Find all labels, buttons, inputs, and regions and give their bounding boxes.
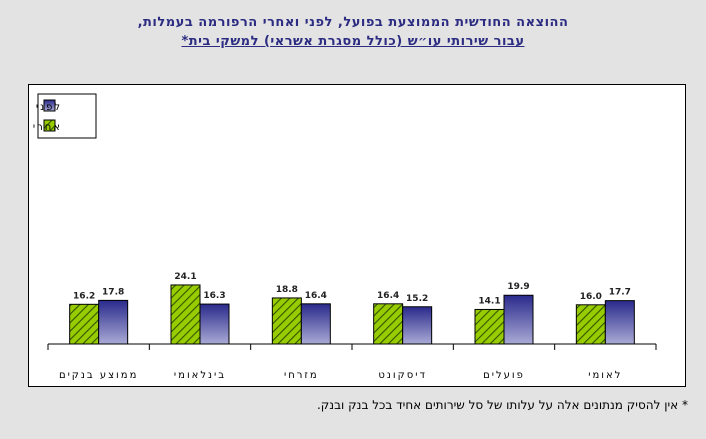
bar-after-3 xyxy=(271,297,302,345)
x-tick-label-1: פועלים xyxy=(483,370,525,381)
x-tick-label-4: בינלאומי xyxy=(174,370,226,381)
data-label-after-2: 16.4 xyxy=(377,291,399,301)
bars-layer xyxy=(69,284,635,345)
data-label-before-3: 16.4 xyxy=(305,291,327,301)
data-labels-layer: 16.0 17.7 14.1 19.9 16.4 15.2 18.8 16.4 24.1 16.3… xyxy=(73,272,631,307)
bar-before-3 xyxy=(300,303,331,345)
bar-before-2 xyxy=(402,306,433,345)
bar-after-0 xyxy=(575,304,606,345)
x-tick-label-2: דיסקונט xyxy=(378,370,427,381)
data-label-after-1: 14.1 xyxy=(478,296,500,306)
data-label-after-0: 16.0 xyxy=(580,292,602,302)
data-label-before-4: 16.3 xyxy=(203,291,225,301)
bar-after-2 xyxy=(373,303,404,345)
x-tick-label-3: מזרחי xyxy=(284,370,319,381)
x-tick-label-0: לאומי xyxy=(588,370,622,381)
legend-label-after: אחרי xyxy=(33,122,62,133)
chart-title-line1: ההוצאה החודשית הממוצעת בפועל, לפני ואחרי… xyxy=(137,15,569,30)
legend-swatch-after xyxy=(43,119,56,132)
chart-title-line2-text: עבור שירותי עו״ש (כולל מסגרת אשראי) למשק… xyxy=(181,34,525,49)
data-label-after-3: 18.8 xyxy=(276,285,298,295)
legend: לפני אחרי xyxy=(33,93,97,139)
footnote: * אין להסיק מנתונים אלה על עלותו של סל ש… xyxy=(316,398,688,412)
data-label-before-1: 19.9 xyxy=(507,282,529,292)
bar-after-5 xyxy=(69,303,100,345)
data-label-before-0: 17.7 xyxy=(609,288,631,298)
bar-before-4 xyxy=(199,303,230,345)
data-label-after-5: 16.2 xyxy=(73,291,95,301)
bar-after-4 xyxy=(170,284,201,345)
data-label-after-4: 24.1 xyxy=(174,272,196,282)
x-axis: לאומי פועלים דיסקונט מזרחי בינלאומי ממוצע בנק… xyxy=(47,343,657,381)
bar-before-0 xyxy=(604,300,635,345)
data-label-before-2: 15.2 xyxy=(406,294,428,304)
legend-label-before: לפני xyxy=(36,102,62,113)
data-label-before-5: 17.8 xyxy=(102,287,124,297)
chart-title-line2: עבור שירותי עו״ש (כולל מסגרת אשראי) למשק… xyxy=(0,34,706,49)
bar-before-5 xyxy=(98,299,129,345)
x-tick-label-5: ממוצע בנקים xyxy=(59,370,138,381)
bar-before-1 xyxy=(503,294,534,345)
bar-chart: 16.0 17.7 14.1 19.9 16.4 15.2 18.8 16.4 24.1 16.3… xyxy=(33,93,657,381)
bar-after-1 xyxy=(474,308,505,345)
legend-swatch-before xyxy=(43,99,56,112)
